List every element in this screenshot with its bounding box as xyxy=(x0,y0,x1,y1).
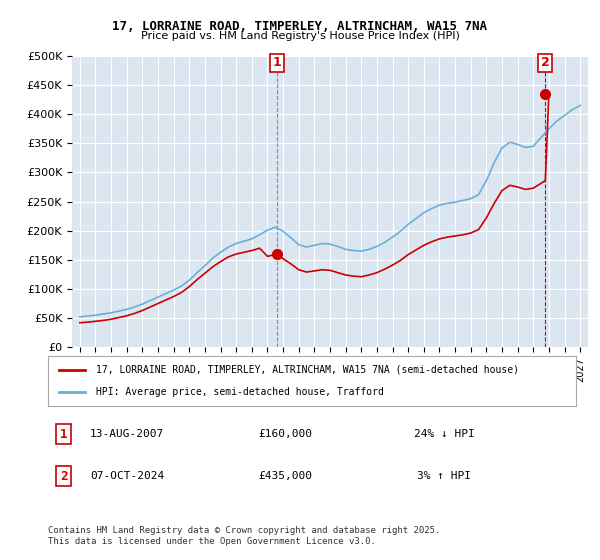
Text: 17, LORRAINE ROAD, TIMPERLEY, ALTRINCHAM, WA15 7NA: 17, LORRAINE ROAD, TIMPERLEY, ALTRINCHAM… xyxy=(113,20,487,32)
Text: 2: 2 xyxy=(541,56,550,69)
Text: 3% ↑ HPI: 3% ↑ HPI xyxy=(417,471,471,481)
Text: 1: 1 xyxy=(273,56,281,69)
Text: HPI: Average price, semi-detached house, Trafford: HPI: Average price, semi-detached house,… xyxy=(95,387,383,397)
Text: £160,000: £160,000 xyxy=(259,429,313,439)
Text: 1: 1 xyxy=(60,427,68,441)
Text: Contains HM Land Registry data © Crown copyright and database right 2025.
This d: Contains HM Land Registry data © Crown c… xyxy=(48,526,440,546)
Text: 13-AUG-2007: 13-AUG-2007 xyxy=(90,429,164,439)
Text: 07-OCT-2024: 07-OCT-2024 xyxy=(90,471,164,481)
Text: 24% ↓ HPI: 24% ↓ HPI xyxy=(413,429,475,439)
Text: £435,000: £435,000 xyxy=(259,471,313,481)
Text: Price paid vs. HM Land Registry's House Price Index (HPI): Price paid vs. HM Land Registry's House … xyxy=(140,31,460,41)
Text: 2: 2 xyxy=(60,469,68,483)
Text: 17, LORRAINE ROAD, TIMPERLEY, ALTRINCHAM, WA15 7NA (semi-detached house): 17, LORRAINE ROAD, TIMPERLEY, ALTRINCHAM… xyxy=(95,365,518,375)
